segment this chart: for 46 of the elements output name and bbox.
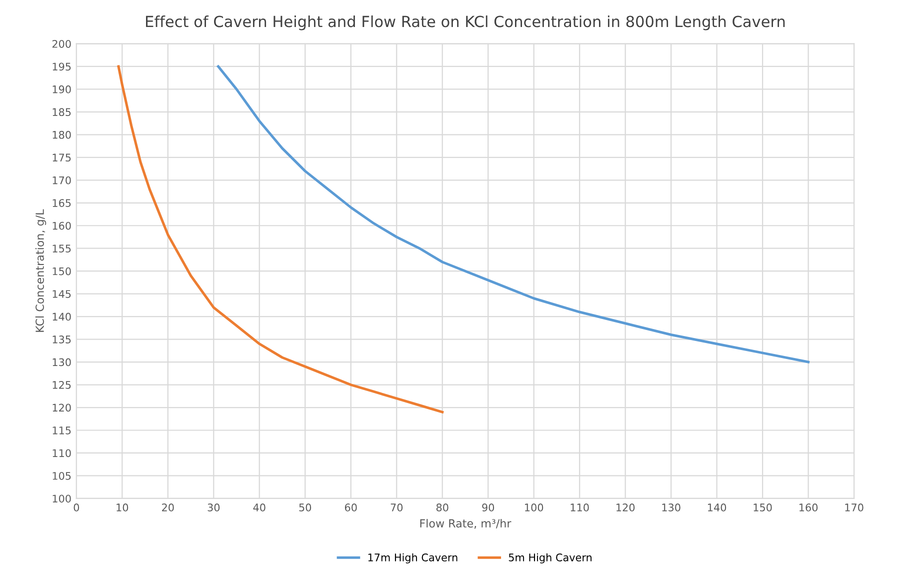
x-tick-label: 130 [662,504,680,512]
y-tick-label: 200 [52,40,71,48]
y-tick-label: 105 [52,472,71,480]
legend-label: 5m High Cavern [508,553,592,564]
x-tick-label: 0 [74,504,80,512]
y-tick-label: 185 [52,108,71,116]
legend-label: 17m High Cavern [368,553,458,564]
y-tick-label: 125 [52,381,71,389]
x-tick-label: 140 [708,504,726,512]
y-tick-label: 145 [52,290,71,298]
x-tick-label: 80 [436,504,448,512]
y-tick-label: 165 [52,199,71,207]
x-tick-label: 70 [390,504,403,512]
y-tick-label: 120 [52,404,71,412]
x-tick-label: 20 [162,504,174,512]
x-tick-label: 150 [754,504,772,512]
x-tick-label: 90 [482,504,494,512]
y-tick-label: 175 [52,154,71,162]
y-tick-label: 115 [52,426,71,434]
y-tick-label: 150 [52,267,71,276]
y-tick-label: 195 [52,62,71,71]
x-tick-label: 30 [208,504,220,512]
x-tick-label: 160 [800,504,818,512]
y-tick-label: 135 [52,336,71,344]
y-tick-label: 180 [52,130,71,139]
y-tick-label: 155 [52,244,71,252]
line-series [117,65,444,414]
y-tick-label: 190 [52,85,71,94]
chart-title: Effect of Cavern Height and Flow Rate on KCl Concentration in 800m Length Cavern [146,15,785,30]
y-tick-label: 170 [52,176,71,184]
x-tick-label: 40 [253,504,266,512]
y-tick-label: 130 [52,358,71,366]
x-tick-label: 10 [116,504,128,512]
x-tick-label: 100 [525,504,544,512]
y-tick-label: 100 [52,494,71,503]
y-tick-label: 160 [52,222,71,230]
y-axis-title: KCl Concentration, g/L [35,209,46,332]
x-tick-label: 50 [299,504,312,512]
x-tick-label: 60 [344,504,357,512]
y-tick-label: 110 [52,449,71,458]
line-series [216,65,810,364]
y-tick-label: 140 [52,312,71,321]
x-axis-title: Flow Rate, m³/hr [420,518,512,529]
x-tick-label: 170 [845,504,864,512]
x-tick-label: 110 [570,504,589,512]
x-tick-label: 120 [616,504,635,512]
